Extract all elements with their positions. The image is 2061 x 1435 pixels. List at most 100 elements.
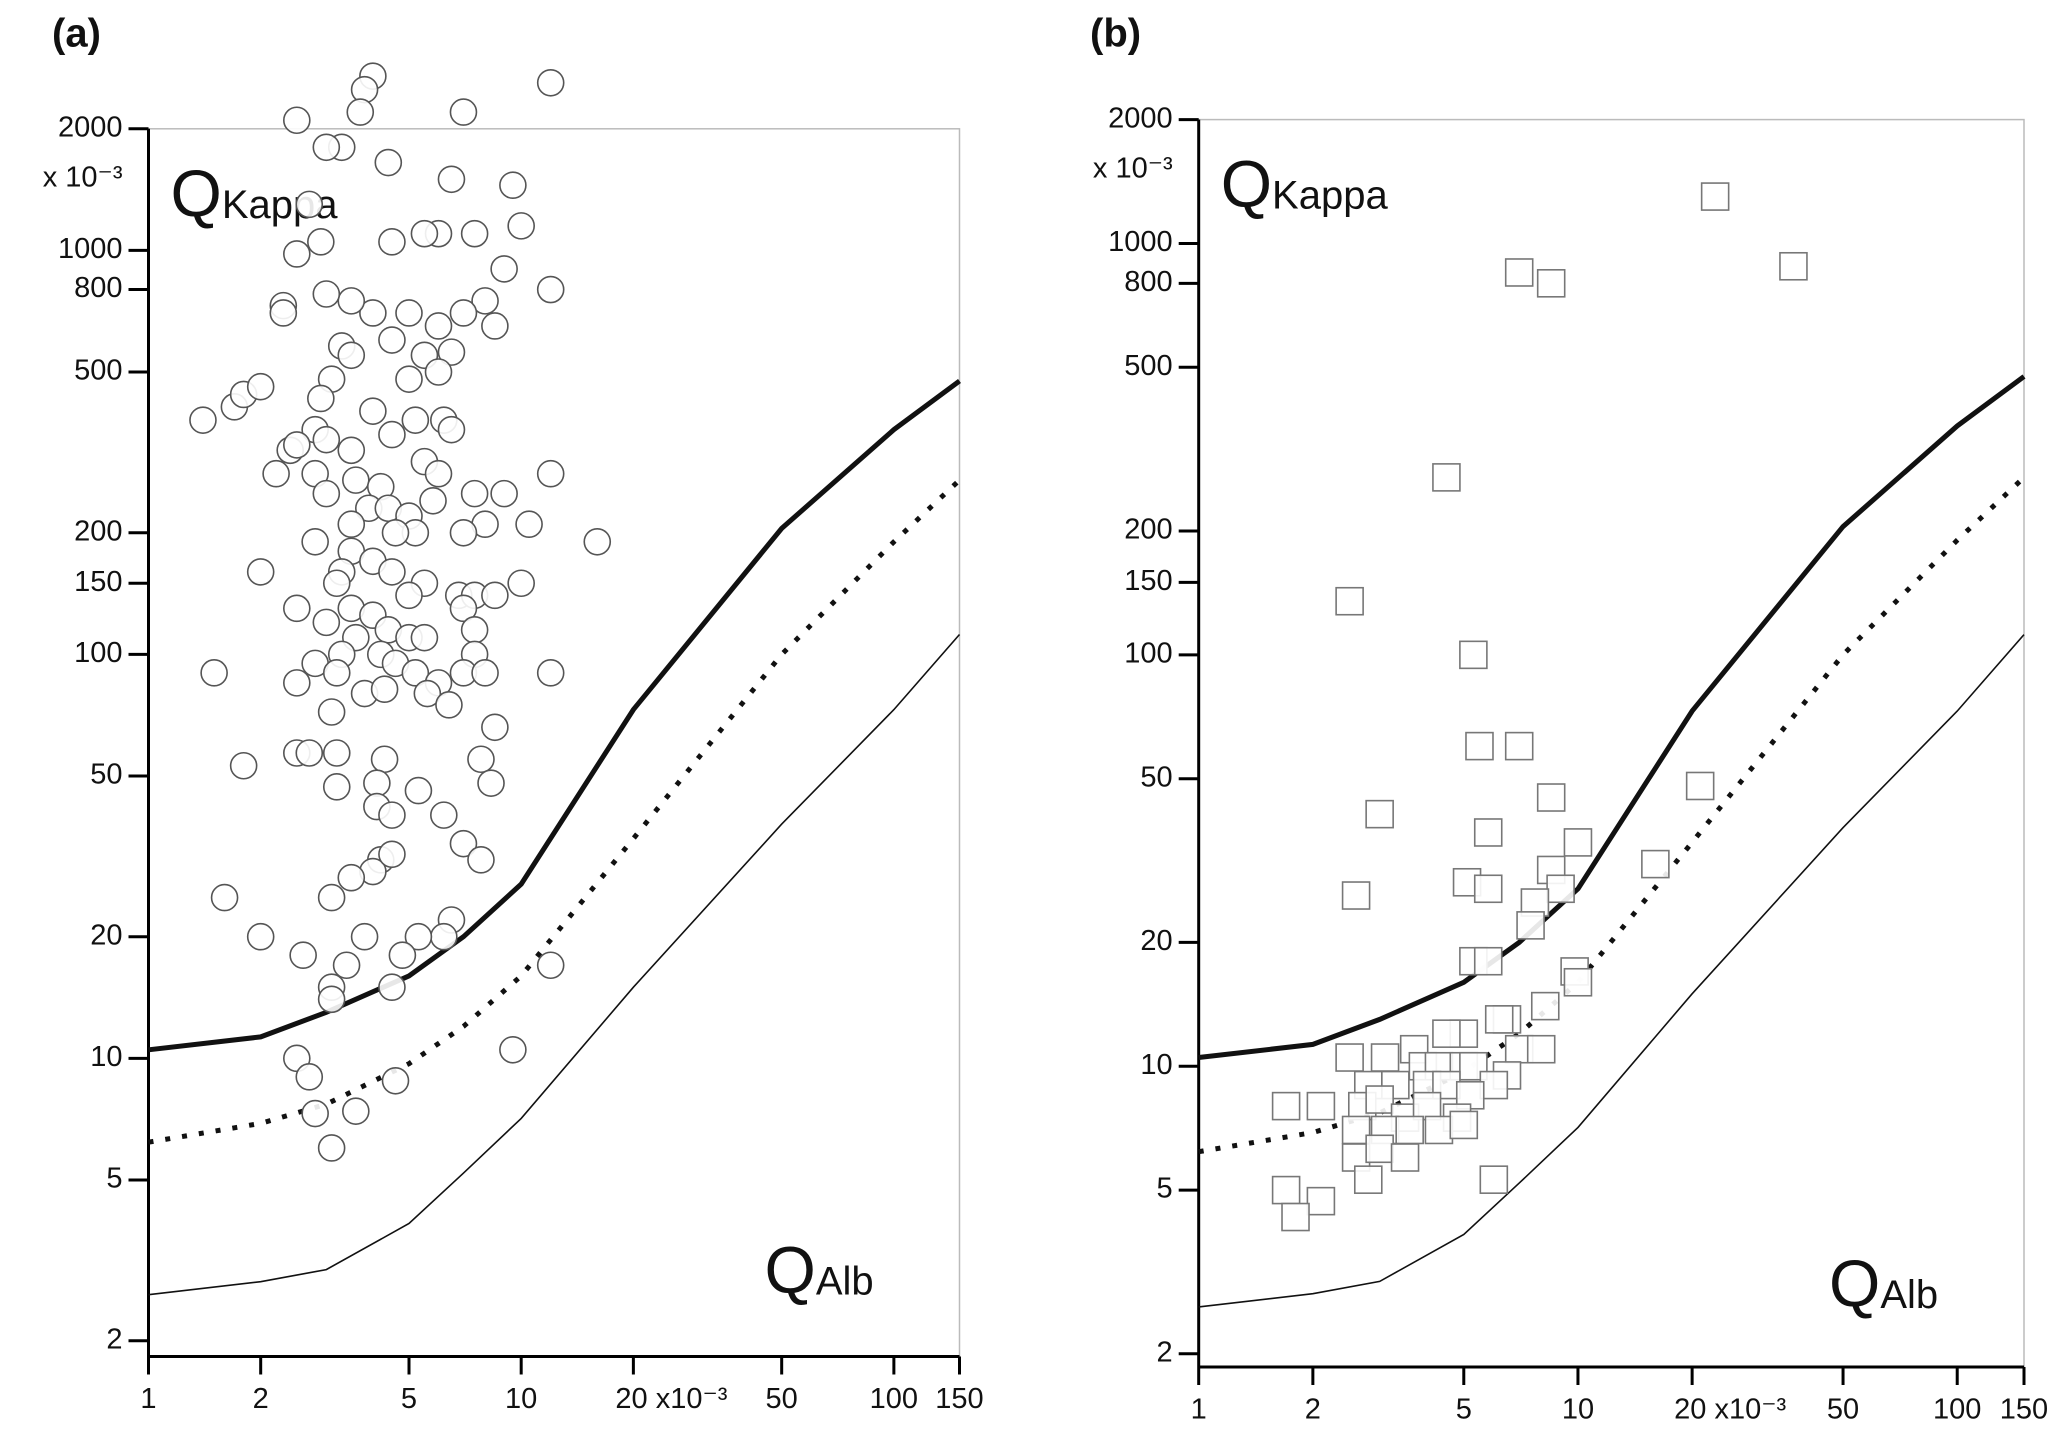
point	[307, 228, 335, 256]
point	[1536, 269, 1566, 298]
point	[395, 299, 423, 327]
point	[1504, 731, 1534, 761]
point	[1479, 1165, 1509, 1194]
point	[322, 569, 351, 598]
point	[229, 751, 258, 780]
point	[449, 518, 478, 547]
point	[1465, 731, 1494, 761]
point	[460, 479, 489, 508]
x-tick-label: 1	[1191, 1394, 1207, 1426]
point	[1432, 463, 1461, 492]
point	[337, 436, 366, 465]
y-tick-label: 500	[74, 355, 122, 387]
y-tick-label: 500	[1124, 350, 1172, 382]
y-tick-label: 2	[1157, 1336, 1173, 1368]
point	[1412, 1091, 1442, 1121]
point	[471, 659, 499, 687]
point	[424, 312, 453, 340]
point	[388, 941, 417, 970]
point	[1306, 1091, 1336, 1121]
point	[295, 1063, 324, 1091]
point	[307, 384, 335, 413]
annotation-sub: Alb	[816, 1259, 874, 1303]
point	[1432, 1019, 1461, 1048]
point	[1779, 251, 1808, 281]
point	[370, 745, 399, 774]
y-tick-label: 200	[1124, 514, 1172, 546]
point	[437, 165, 466, 194]
point	[1473, 818, 1503, 847]
point	[317, 1134, 346, 1162]
y-tick-label: 20	[1140, 925, 1172, 957]
panel-label: (a)	[52, 12, 101, 56]
y-tick-label: 100	[74, 637, 122, 669]
panel-label: (b)	[1090, 12, 1141, 56]
point	[346, 98, 375, 126]
point	[332, 951, 361, 980]
annotation-bottom: QAlb	[1829, 1246, 1938, 1320]
point	[1516, 911, 1545, 940]
point	[1341, 881, 1371, 910]
point	[246, 922, 275, 951]
point	[1536, 783, 1566, 812]
y-tick-label: 20	[90, 919, 122, 951]
point	[1504, 258, 1534, 287]
point	[430, 922, 458, 951]
point	[481, 713, 509, 742]
point	[1563, 828, 1593, 857]
annotation-bottom: QAlb	[765, 1233, 874, 1307]
point	[1365, 799, 1394, 829]
point	[507, 212, 535, 240]
x-tick-label: 2	[253, 1383, 269, 1415]
point	[1563, 967, 1593, 997]
point	[1370, 1043, 1400, 1072]
point	[490, 255, 518, 283]
point	[481, 312, 509, 340]
point	[410, 219, 439, 248]
point	[401, 406, 430, 434]
point	[507, 569, 535, 598]
point	[312, 280, 341, 308]
y-tick-label: 2000	[1108, 102, 1173, 134]
point	[269, 299, 298, 327]
y-tick-label: 5	[106, 1163, 122, 1195]
reference-curve	[148, 378, 961, 1053]
point	[1271, 1175, 1301, 1205]
point	[435, 691, 463, 719]
point	[1459, 1051, 1488, 1081]
point	[477, 769, 505, 797]
point	[1271, 1091, 1301, 1121]
point	[1449, 1110, 1479, 1140]
x-tick-label: 10	[1562, 1394, 1594, 1426]
point	[437, 415, 466, 444]
x-tick-label: 150	[935, 1383, 983, 1415]
point	[481, 581, 509, 610]
x-tick-label: 5	[1456, 1394, 1472, 1426]
point	[342, 1097, 370, 1125]
point	[322, 659, 351, 687]
point	[460, 616, 489, 644]
point	[246, 372, 275, 401]
point	[322, 773, 351, 801]
point	[359, 397, 387, 425]
point	[312, 425, 341, 454]
point	[342, 466, 370, 494]
point	[499, 1035, 527, 1064]
point	[1484, 1005, 1514, 1034]
annotation-q: Q	[1829, 1246, 1880, 1320]
point	[378, 801, 406, 829]
point	[295, 190, 324, 219]
point	[1473, 946, 1503, 976]
point	[210, 883, 239, 912]
point	[381, 1066, 410, 1095]
point	[1365, 1085, 1394, 1114]
point	[467, 846, 495, 874]
x-tick-label: 100	[870, 1383, 918, 1415]
point	[410, 623, 439, 652]
point	[404, 776, 433, 805]
point	[449, 98, 478, 126]
point	[419, 486, 447, 515]
point	[295, 739, 324, 767]
